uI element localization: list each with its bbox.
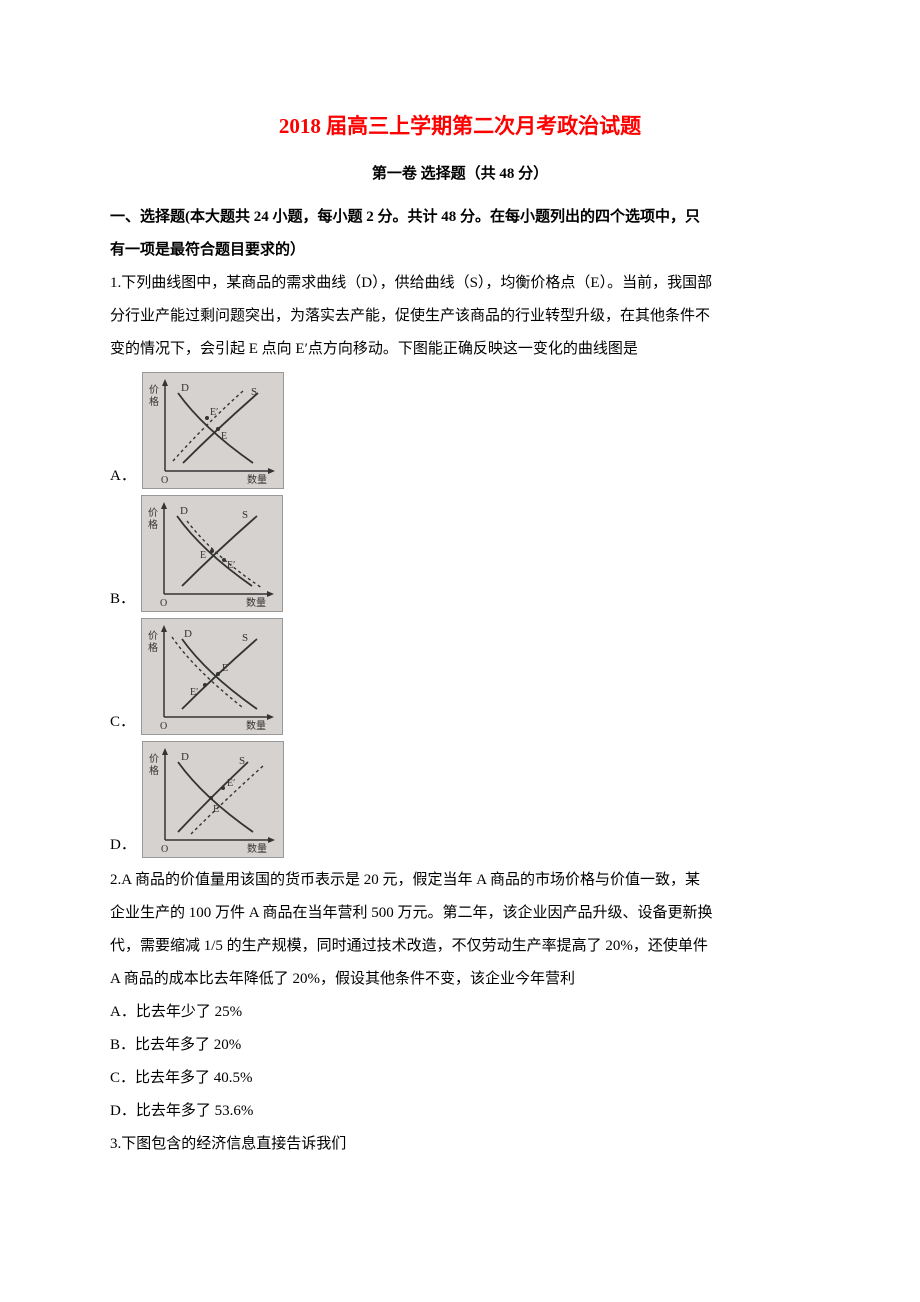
svg-text:数量: 数量	[246, 596, 266, 609]
svg-text:E: E	[222, 663, 228, 674]
svg-text:价: 价	[149, 753, 159, 765]
svg-text:价: 价	[148, 630, 158, 642]
q1-option-b: B． 价 格 O 数量 D S	[110, 495, 810, 612]
svg-text:E: E	[200, 550, 206, 561]
svg-text:E′: E′	[210, 407, 218, 418]
svg-text:D: D	[181, 751, 189, 763]
svg-text:格: 格	[149, 395, 159, 408]
q1-option-a-label: A．	[110, 464, 136, 489]
q1-chart-d: 价 格 O 数量 D S E E′	[142, 741, 284, 858]
q2-line4: A 商品的成本比去年降低了 20%，假设其他条件不变，该企业今年营利	[110, 963, 810, 996]
q2-option-b: B．比去年多了 20%	[110, 1029, 810, 1062]
svg-text:数量: 数量	[247, 842, 267, 855]
svg-text:数量: 数量	[246, 719, 266, 732]
q2-line3: 代，需要缩减 1/5 的生产规模，同时通过技术改造，不仅劳动生产率提高了 20%…	[110, 930, 810, 963]
svg-text:O: O	[160, 721, 167, 732]
svg-text:S: S	[242, 509, 248, 521]
svg-text:E: E	[221, 431, 227, 442]
svg-text:S: S	[242, 632, 248, 644]
q1-option-a: A． 价 格 O 数量 D S	[110, 372, 810, 489]
q2-line2: 企业生产的 100 万件 A 商品在当年营利 500 万元。第二年，该企业因产品…	[110, 897, 810, 930]
q1-line1: 1.下列曲线图中，某商品的需求曲线（D），供给曲线（S），均衡价格点（E）。当前…	[110, 267, 810, 300]
svg-text:O: O	[160, 598, 167, 609]
q2-line1: 2.A 商品的价值量用该国的货币表示是 20 元，假定当年 A 商品的市场价格与…	[110, 864, 810, 897]
exam-page: 2018 届高三上学期第二次月考政治试题 第一卷 选择题（共 48 分） 一、选…	[0, 0, 920, 1201]
q1-option-d-label: D．	[110, 833, 136, 858]
svg-text:价: 价	[148, 507, 158, 519]
svg-text:格: 格	[148, 641, 158, 654]
svg-text:E′: E′	[190, 687, 198, 698]
q1-option-b-label: B．	[110, 587, 135, 612]
q1-chart-a: 价 格 O 数量 D S E E′	[142, 372, 284, 489]
svg-text:E′: E′	[227, 560, 235, 571]
svg-text:D: D	[181, 382, 189, 394]
svg-text:S: S	[251, 386, 257, 398]
q1-option-c: C． 价 格 O 数量 D S	[110, 618, 810, 735]
svg-text:O: O	[161, 844, 168, 855]
q1-chart-c: 价 格 O 数量 D S E E′	[141, 618, 283, 735]
svg-text:数量: 数量	[247, 473, 267, 486]
svg-text:D: D	[180, 505, 188, 517]
q1-option-d: D． 价 格 O 数量 D S	[110, 741, 810, 858]
svg-text:价: 价	[149, 384, 159, 396]
paper-subtitle: 第一卷 选择题（共 48 分）	[110, 162, 810, 183]
q2-option-c: C．比去年多了 40.5%	[110, 1062, 810, 1095]
q2-option-a: A．比去年少了 25%	[110, 996, 810, 1029]
q2-option-d: D．比去年多了 53.6%	[110, 1095, 810, 1128]
svg-text:格: 格	[148, 518, 158, 531]
section-heading-line2: 有一项是最符合题目要求的）	[110, 234, 810, 267]
svg-text:E: E	[213, 804, 219, 815]
svg-text:D: D	[184, 628, 192, 640]
section-heading-line1: 一、选择题(本大题共 24 小题，每小题 2 分。共计 48 分。在每小题列出的…	[110, 201, 810, 234]
q1-chart-b: 价 格 O 数量 D S E E′	[141, 495, 283, 612]
q3-line1: 3.下图包含的经济信息直接告诉我们	[110, 1128, 810, 1161]
svg-text:O: O	[161, 475, 168, 486]
svg-text:格: 格	[149, 764, 159, 777]
q1-line3: 变的情况下，会引起 E 点向 E′点方向移动。下图能正确反映这一变化的曲线图是	[110, 333, 810, 366]
svg-text:S: S	[239, 755, 245, 767]
q1-line2: 分行业产能过剩问题突出，为落实去产能，促使生产该商品的行业转型升级，在其他条件不	[110, 300, 810, 333]
svg-text:E′: E′	[227, 778, 235, 789]
q1-option-c-label: C．	[110, 710, 135, 735]
exam-title: 2018 届高三上学期第二次月考政治试题	[110, 110, 810, 140]
